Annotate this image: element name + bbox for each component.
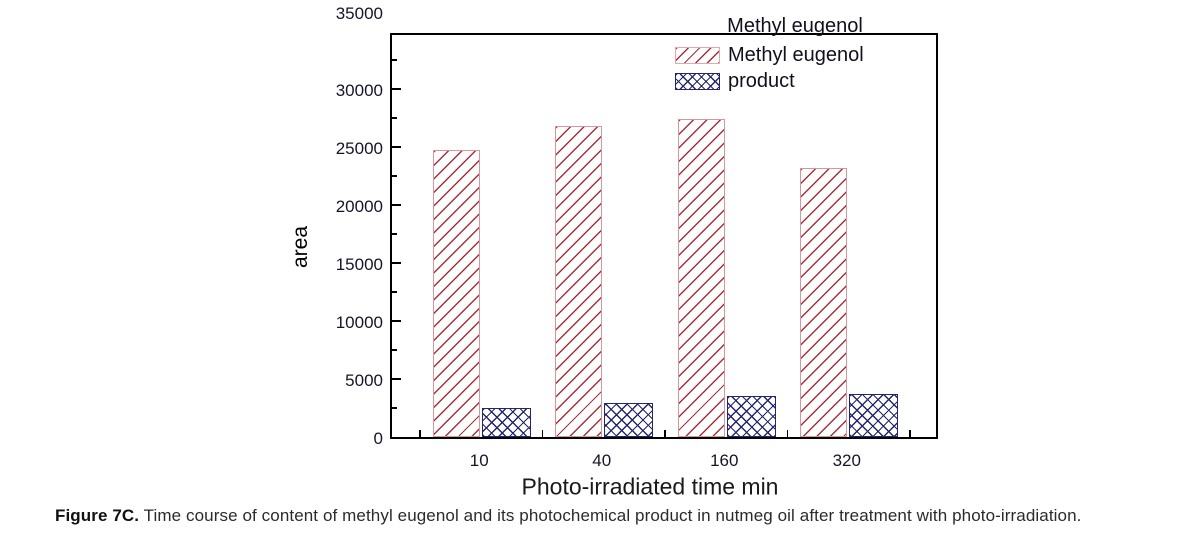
y-tick-label-0: 0 <box>373 429 383 448</box>
figure-caption: Figure 7C. Time course of content of met… <box>55 505 1185 527</box>
x-axis-title: Photo-irradiated time min <box>521 473 779 500</box>
legend-label-methyl-eugenol: Methyl eugenol <box>728 44 864 66</box>
bar-product-40 <box>604 403 653 437</box>
y-major-tick-25000 <box>392 146 401 148</box>
y-minor-tick-12500 <box>392 291 397 293</box>
bar-methyl-eugenol-160 <box>677 119 725 437</box>
y-tick-label-10000: 10000 <box>335 313 383 332</box>
y-minor-tick-7500 <box>392 349 397 351</box>
bar-product-10 <box>481 408 531 437</box>
bar-product-320 <box>849 394 898 437</box>
methyl-eugenol-swatch-icon <box>675 46 720 64</box>
y-tick-label-30000: 30000 <box>335 81 383 100</box>
x-boundary-tick-0 <box>419 430 421 437</box>
legend-title: Methyl eugenol <box>727 15 863 37</box>
bar-methyl-eugenol-40 <box>555 126 602 437</box>
y-minor-tick-27500 <box>392 117 397 119</box>
y-major-tick-5000 <box>392 378 401 380</box>
y-tick-label-20000: 20000 <box>335 197 383 216</box>
y-tick-label-35000: 35000 <box>335 4 383 23</box>
y-tick-label-5000: 5000 <box>345 371 383 390</box>
legend-entry-product: product <box>675 70 795 92</box>
bar-product-160 <box>726 396 776 437</box>
plot-area: Methyl eugenol Methyl eugenol product <box>390 15 938 439</box>
y-minor-tick-32500 <box>392 59 397 61</box>
product-swatch-icon <box>675 72 720 90</box>
bar-methyl-eugenol-10 <box>432 150 480 437</box>
x-boundary-tick-2 <box>664 430 666 437</box>
x-tick-label-40: 40 <box>592 451 612 470</box>
y-axis-title: area <box>289 225 312 269</box>
x-tick-label-320: 320 <box>832 451 861 470</box>
y-tick-label-15000: 15000 <box>335 255 383 274</box>
y-minor-tick-22500 <box>392 175 397 177</box>
y-tick-label-25000: 25000 <box>335 139 383 158</box>
caption-text: Time course of content of methyl eugenol… <box>139 506 1082 525</box>
y-major-tick-15000 <box>392 262 401 264</box>
legend-label-product: product <box>728 70 795 92</box>
x-boundary-tick-1 <box>541 430 544 437</box>
y-major-tick-10000 <box>392 320 401 322</box>
legend-entry-methyl-eugenol: Methyl eugenol <box>675 44 864 66</box>
x-tick-label-10: 10 <box>469 451 489 470</box>
x-boundary-tick-3 <box>786 430 789 437</box>
caption-label: Figure 7C. <box>55 506 140 525</box>
x-boundary-tick-4 <box>909 430 911 437</box>
y-minor-tick-2500 <box>392 407 397 409</box>
x-tick-label-160: 160 <box>710 451 739 470</box>
y-minor-tick-17500 <box>392 233 397 235</box>
bar-methyl-eugenol-320 <box>800 167 847 437</box>
y-major-tick-30000 <box>392 88 401 90</box>
y-major-tick-20000 <box>392 204 401 206</box>
